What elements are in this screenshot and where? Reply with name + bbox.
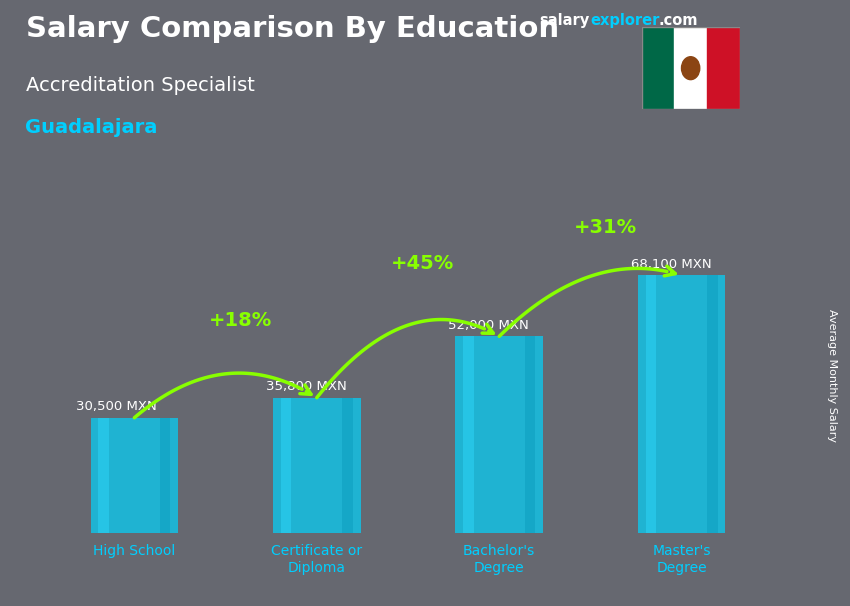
Text: +18%: +18% xyxy=(208,311,272,330)
Text: Salary Comparison By Education: Salary Comparison By Education xyxy=(26,15,558,43)
Text: 68,100 MXN: 68,100 MXN xyxy=(631,258,711,271)
Text: +45%: +45% xyxy=(391,255,454,273)
Bar xyxy=(707,275,717,533)
Text: salary: salary xyxy=(540,13,590,28)
Bar xyxy=(456,336,543,533)
Bar xyxy=(91,418,178,533)
Text: Guadalajara: Guadalajara xyxy=(26,118,158,137)
Text: Average Monthly Salary: Average Monthly Salary xyxy=(827,309,837,442)
Text: 52,000 MXN: 52,000 MXN xyxy=(448,319,529,331)
Text: Accreditation Specialist: Accreditation Specialist xyxy=(26,76,254,95)
Bar xyxy=(674,27,707,109)
Bar xyxy=(638,275,725,533)
Text: 35,800 MXN: 35,800 MXN xyxy=(266,380,347,393)
Text: 30,500 MXN: 30,500 MXN xyxy=(76,400,156,413)
Bar xyxy=(524,336,536,533)
Bar xyxy=(646,275,656,533)
Bar xyxy=(99,418,109,533)
Bar xyxy=(343,398,353,533)
Bar xyxy=(160,418,170,533)
Circle shape xyxy=(682,57,700,79)
Bar xyxy=(463,336,473,533)
Bar xyxy=(707,27,740,109)
Text: .com: .com xyxy=(659,13,698,28)
Bar xyxy=(273,398,360,533)
Bar xyxy=(280,398,292,533)
Text: explorer: explorer xyxy=(591,13,660,28)
Text: +31%: +31% xyxy=(574,218,637,236)
Bar xyxy=(642,27,674,109)
